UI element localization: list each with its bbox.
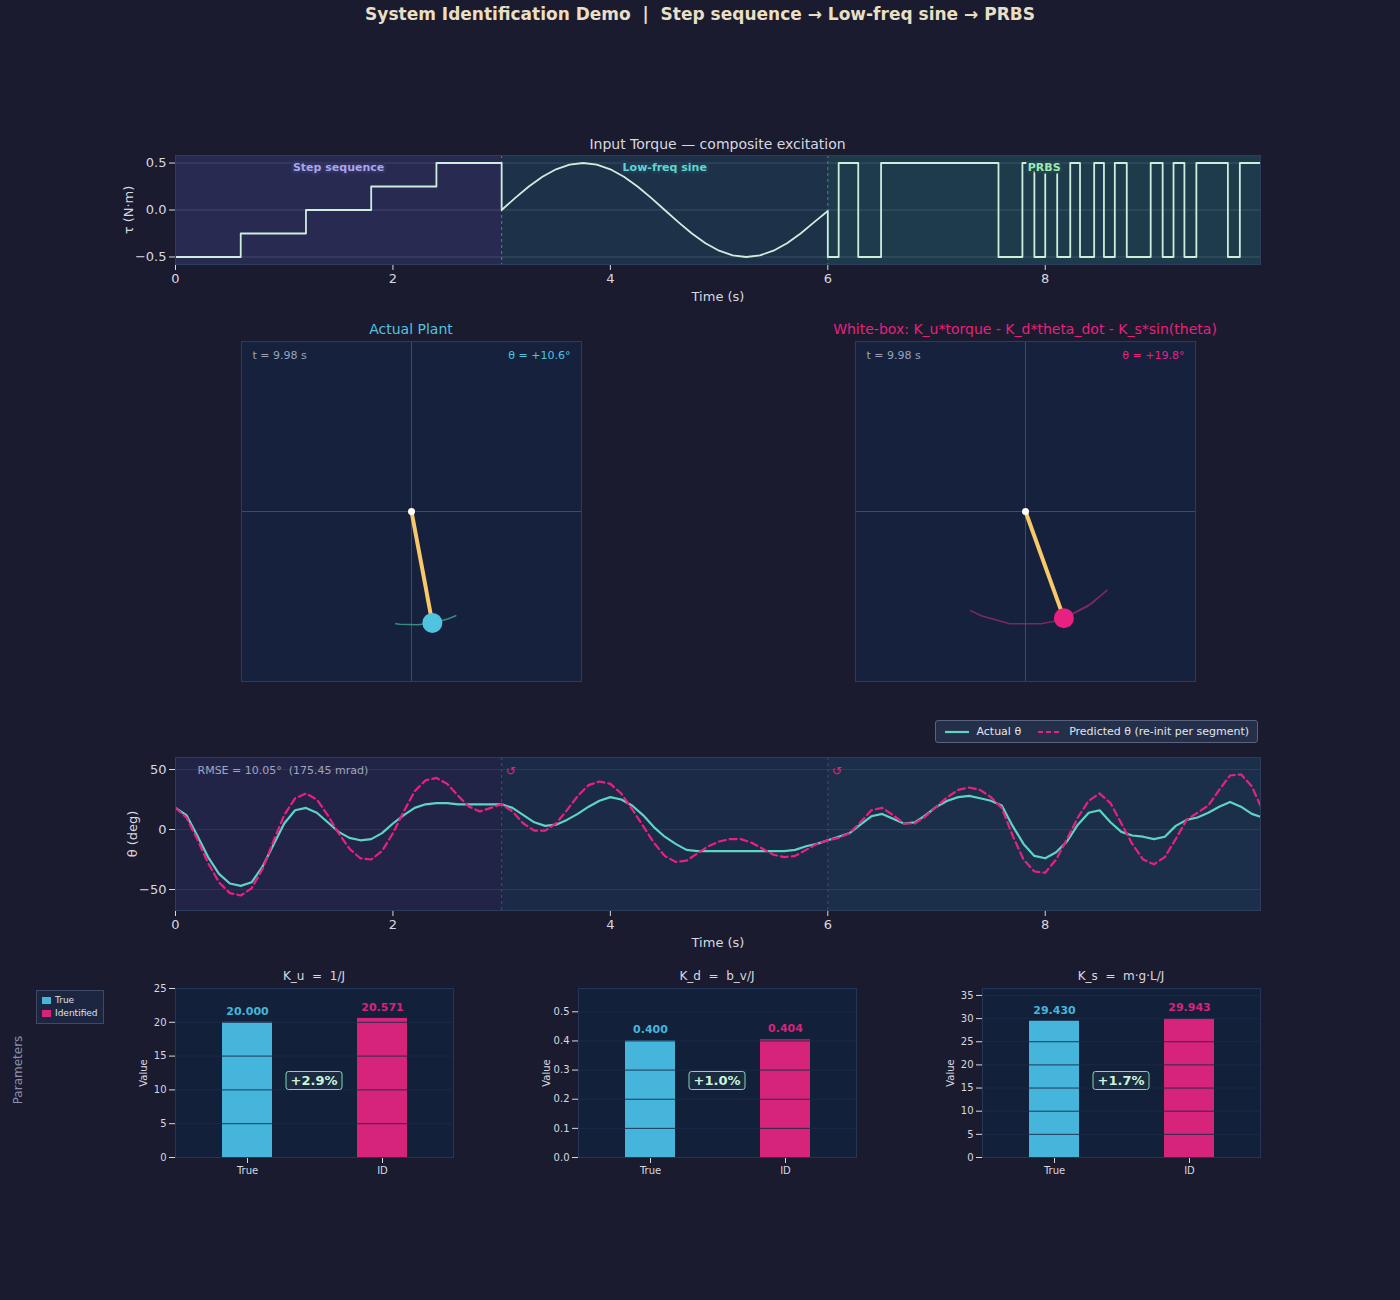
html-text:White-box: K_u*torque - K_d*th: White-box: K_u*torque - K_d*theta_dot - …	[833, 321, 1217, 337]
svg-text:0: 0	[158, 822, 166, 837]
svg-text:0: 0	[967, 1152, 973, 1163]
svg-text:Time (s): Time (s)	[691, 935, 745, 950]
svg-text:29.943: 29.943	[1168, 1001, 1210, 1014]
html-text:+2.9%: +2.9%	[290, 1073, 338, 1088]
svg-text:6: 6	[824, 917, 832, 932]
html-text:Actual Plant: Actual Plant	[369, 321, 453, 337]
svg-text:RMSE = 10.05° (175.45 mrad): RMSE = 10.05° (175.45 mrad)	[198, 764, 369, 777]
svg-text:20.571: 20.571	[361, 1001, 403, 1014]
svg-text:0.2: 0.2	[554, 1093, 570, 1104]
svg-text:True: True	[1043, 1165, 1065, 1176]
svg-text:θ = +10.6°: θ = +10.6°	[508, 349, 570, 362]
svg-text:30: 30	[961, 1013, 974, 1024]
svg-text:4: 4	[606, 917, 614, 932]
svg-text:PRBS: PRBS	[1028, 161, 1061, 174]
svg-text:Value: Value	[138, 1059, 149, 1086]
svg-text:0.1: 0.1	[554, 1123, 570, 1134]
svg-text:0: 0	[171, 271, 179, 286]
svg-text:20.000: 20.000	[226, 1005, 269, 1018]
svg-text:0.0: 0.0	[554, 1152, 570, 1163]
svg-text:0.400: 0.400	[633, 1023, 668, 1036]
svg-text:15: 15	[154, 1050, 167, 1061]
svg-text:ID: ID	[780, 1165, 791, 1176]
svg-text:0.5: 0.5	[146, 155, 167, 170]
svg-text:4: 4	[606, 271, 614, 286]
svg-text:−50: −50	[139, 882, 166, 897]
html-text:System Identification Demo | S: System Identification Demo | Step sequen…	[365, 4, 1035, 24]
svg-text:8: 8	[1041, 917, 1049, 932]
svg-text:Value: Value	[945, 1059, 956, 1086]
html-text:K_d = b_v/J: K_d = b_v/J	[679, 969, 755, 983]
html-text:Input Torque — composite excit: Input Torque — composite excitation	[589, 136, 846, 152]
svg-text:25: 25	[154, 983, 167, 994]
svg-text:True: True	[639, 1165, 661, 1176]
svg-text:θ (deg): θ (deg)	[125, 811, 140, 858]
svg-text:20: 20	[961, 1059, 974, 1070]
svg-text:10: 10	[154, 1084, 167, 1095]
svg-text:20: 20	[154, 1017, 167, 1028]
svg-text:0.404: 0.404	[768, 1022, 803, 1035]
svg-text:2: 2	[389, 271, 397, 286]
svg-text:t = 9.98 s: t = 9.98 s	[867, 349, 922, 362]
svg-text:t = 9.98 s: t = 9.98 s	[253, 349, 308, 362]
svg-text:29.430: 29.430	[1033, 1004, 1076, 1017]
svg-text:0.0: 0.0	[146, 202, 167, 217]
svg-text:0.4: 0.4	[554, 1035, 570, 1046]
svg-text:τ (N·m): τ (N·m)	[121, 186, 136, 235]
svg-text:ID: ID	[1184, 1165, 1195, 1176]
svg-text:5: 5	[160, 1118, 166, 1129]
html-text:Identified: Identified	[55, 1008, 98, 1018]
svg-text:ID: ID	[377, 1165, 388, 1176]
svg-text:↺: ↺	[832, 764, 842, 778]
svg-text:−0.5: −0.5	[135, 249, 167, 264]
html-text:Actual θ: Actual θ	[976, 725, 1022, 738]
svg-text:Time (s): Time (s)	[691, 289, 745, 304]
html-text:+1.0%: +1.0%	[693, 1073, 741, 1088]
svg-text:10: 10	[961, 1105, 974, 1116]
svg-text:0.3: 0.3	[554, 1064, 570, 1075]
svg-text:6: 6	[824, 271, 832, 286]
svg-text:35: 35	[961, 990, 974, 1001]
html-text:Predicted θ (re-init per segme: Predicted θ (re-init per segment)	[1069, 725, 1249, 738]
svg-text:θ = +19.8°: θ = +19.8°	[1122, 349, 1184, 362]
svg-text:15: 15	[961, 1082, 974, 1093]
html-text:K_u = 1/J: K_u = 1/J	[283, 969, 345, 983]
svg-text:25: 25	[961, 1036, 974, 1047]
svg-text:8: 8	[1041, 271, 1049, 286]
svg-text:50: 50	[150, 762, 167, 777]
svg-text:0: 0	[171, 917, 179, 932]
svg-text:0: 0	[160, 1152, 166, 1163]
html-text:Parameters: Parameters	[11, 1035, 25, 1105]
svg-text:2: 2	[389, 917, 397, 932]
html-text:+1.7%: +1.7%	[1097, 1073, 1145, 1088]
html-text:True: True	[55, 995, 75, 1005]
svg-text:True: True	[236, 1165, 258, 1176]
html-text:K_s = m·g·L/J: K_s = m·g·L/J	[1077, 969, 1165, 983]
svg-text:↺: ↺	[506, 764, 516, 778]
svg-text:Value: Value	[541, 1059, 552, 1086]
svg-text:5: 5	[967, 1129, 973, 1140]
svg-text:Low-freq sine: Low-freq sine	[623, 161, 707, 174]
svg-text:Step sequence: Step sequence	[293, 161, 384, 174]
svg-text:0.5: 0.5	[554, 1006, 570, 1017]
